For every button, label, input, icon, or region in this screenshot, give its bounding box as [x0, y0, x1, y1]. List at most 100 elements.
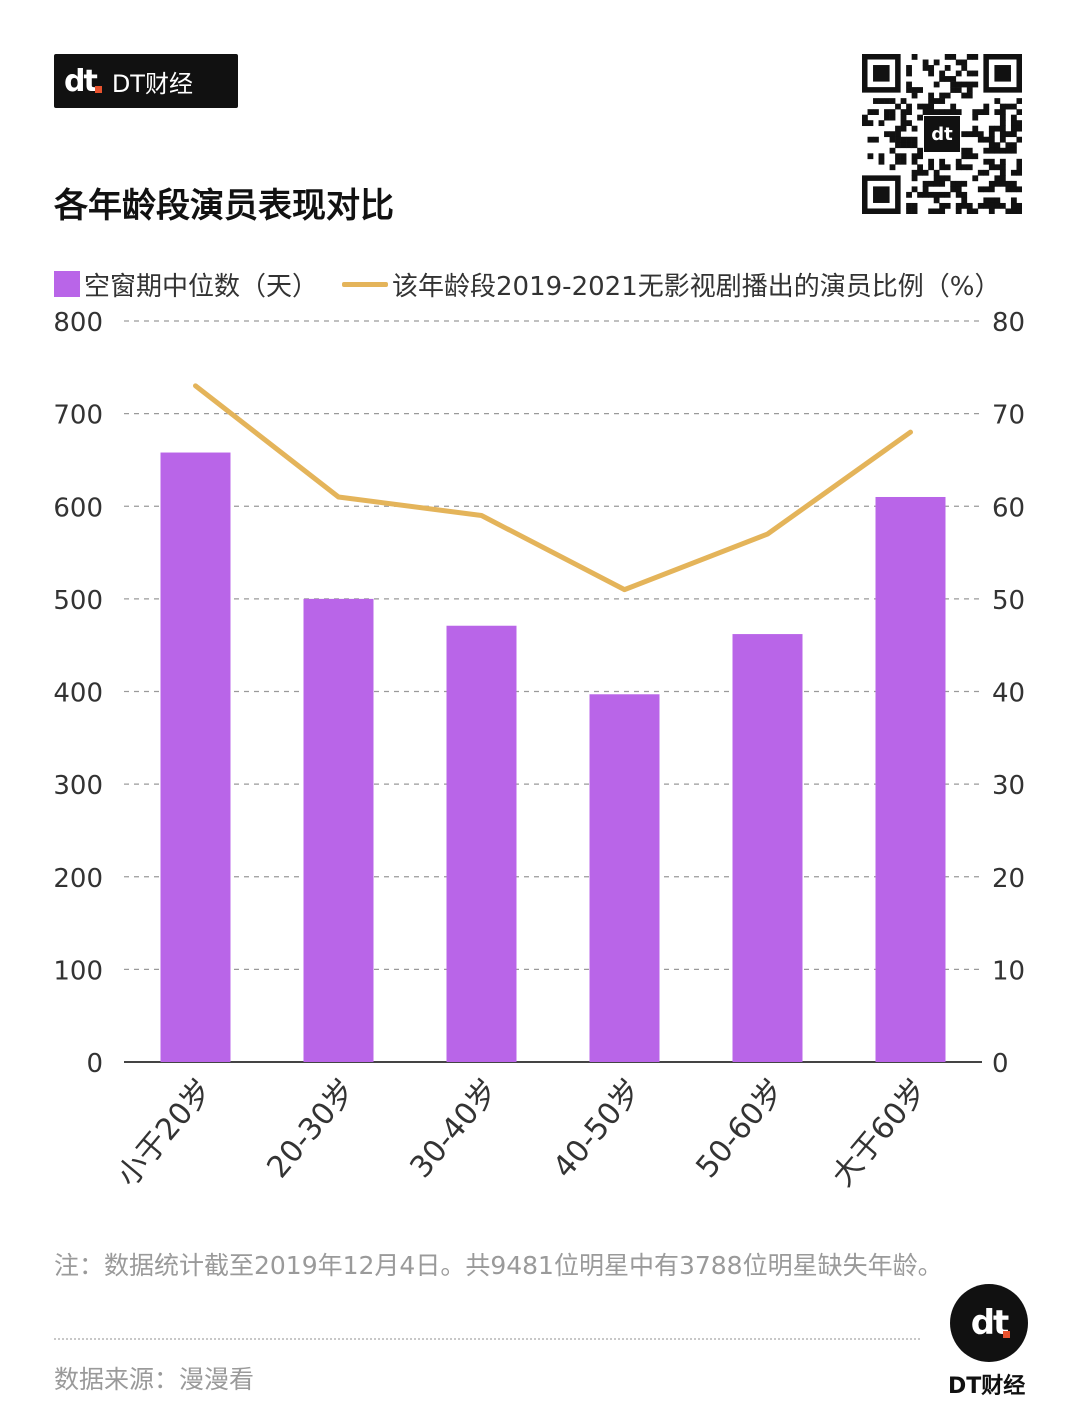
y-right-tick-label: 20 — [992, 864, 1025, 894]
qr-module — [972, 125, 979, 132]
bar — [875, 496, 946, 1062]
qr-module — [1016, 120, 1022, 127]
qr-module — [895, 125, 901, 132]
qr-module — [939, 208, 946, 214]
qr-module — [983, 147, 990, 154]
qr-module — [972, 175, 979, 182]
qr-module — [911, 208, 918, 214]
legend-bar-swatch — [54, 271, 80, 297]
qr-module — [977, 186, 984, 193]
qr-module — [999, 169, 1006, 176]
qr-module — [994, 180, 1001, 187]
qr-module — [911, 186, 918, 193]
qr-module — [867, 120, 874, 127]
qr-module — [1010, 186, 1017, 193]
qr-module — [988, 202, 995, 209]
qr-module — [928, 208, 935, 214]
qr-module — [961, 153, 968, 160]
qr-module — [1005, 131, 1012, 138]
qr-module — [955, 81, 962, 88]
qr-module — [994, 98, 1001, 104]
qr-module — [889, 131, 896, 138]
qr-module — [900, 98, 907, 104]
legend-line-swatch — [342, 281, 389, 287]
y-right-tick-label: 40 — [992, 679, 1025, 709]
qr-module — [895, 131, 901, 138]
qr-module — [922, 180, 929, 187]
x-tick-label: 40-50岁 — [546, 1073, 648, 1185]
qr-module — [988, 147, 995, 154]
qr-module — [862, 120, 868, 127]
qr-module — [922, 59, 929, 66]
qr-module — [933, 197, 940, 204]
qr-module — [950, 81, 957, 88]
qr-module — [1016, 109, 1022, 115]
qr-module — [900, 120, 907, 127]
y-right-tick-label: 60 — [992, 493, 1025, 523]
qr-module — [961, 191, 968, 198]
qr-module — [1016, 208, 1022, 214]
qr-module — [944, 92, 951, 99]
qr-module — [878, 153, 885, 160]
qr-module — [1005, 147, 1012, 154]
qr-module — [895, 153, 901, 160]
qr-module — [966, 208, 973, 214]
qr-module — [999, 202, 1006, 209]
qr-module — [1010, 197, 1017, 204]
qr-module — [977, 169, 984, 176]
brand-name: DT财经 — [111, 69, 193, 98]
qr-module — [928, 92, 935, 99]
qr-code-icon: dt — [862, 54, 1022, 214]
qr-module — [961, 92, 968, 99]
qr-module — [1010, 131, 1017, 138]
y-right-tick-label: 50 — [992, 586, 1025, 616]
qr-module — [999, 125, 1006, 132]
y-left-tick-label: 0 — [86, 1049, 103, 1079]
qr-module — [900, 125, 907, 132]
qr-module — [994, 147, 1001, 154]
qr-module — [906, 70, 912, 77]
y-left-tick-label: 400 — [53, 679, 103, 709]
qr-module — [900, 142, 907, 149]
qr-module — [928, 103, 935, 110]
qr-module — [867, 136, 874, 143]
qr-module — [939, 92, 946, 99]
footer-logo-icon: dt — [950, 1284, 1028, 1362]
qr-module — [1016, 164, 1022, 171]
qr-module — [922, 65, 929, 71]
qr-module — [900, 109, 907, 115]
qr-module — [999, 103, 1006, 110]
qr-center-logo — [924, 116, 960, 152]
qr-module — [1010, 147, 1017, 154]
qr-module — [961, 180, 968, 187]
qr-module — [950, 109, 957, 115]
qr-module — [911, 87, 918, 93]
qr-module — [972, 131, 979, 138]
qr-module — [966, 202, 973, 209]
qr-module — [873, 109, 879, 115]
qr-module — [873, 98, 879, 104]
qr-module — [1016, 125, 1022, 132]
qr-module — [911, 169, 918, 176]
qr-module — [1005, 142, 1012, 149]
qr-module — [983, 186, 990, 193]
qr-module — [878, 158, 885, 165]
qr-module — [911, 158, 918, 165]
qr-module — [922, 169, 929, 176]
qr-module — [911, 125, 918, 132]
qr-module — [988, 197, 995, 204]
qr-module — [950, 186, 957, 193]
qr-module — [917, 164, 923, 171]
qr-module — [994, 197, 1001, 204]
qr-module — [922, 186, 929, 193]
qr-module — [928, 98, 935, 104]
qr-module — [867, 109, 874, 115]
legend-line-label: 该年龄段2019-2021无影视剧播出的演员比例（%） — [392, 271, 1001, 302]
qr-module — [906, 120, 912, 127]
qr-module — [972, 109, 979, 115]
qr-module — [1016, 98, 1022, 104]
qr-module — [966, 54, 973, 60]
qr-module — [972, 81, 979, 88]
qr-module — [928, 109, 935, 115]
qr-module — [933, 208, 940, 214]
